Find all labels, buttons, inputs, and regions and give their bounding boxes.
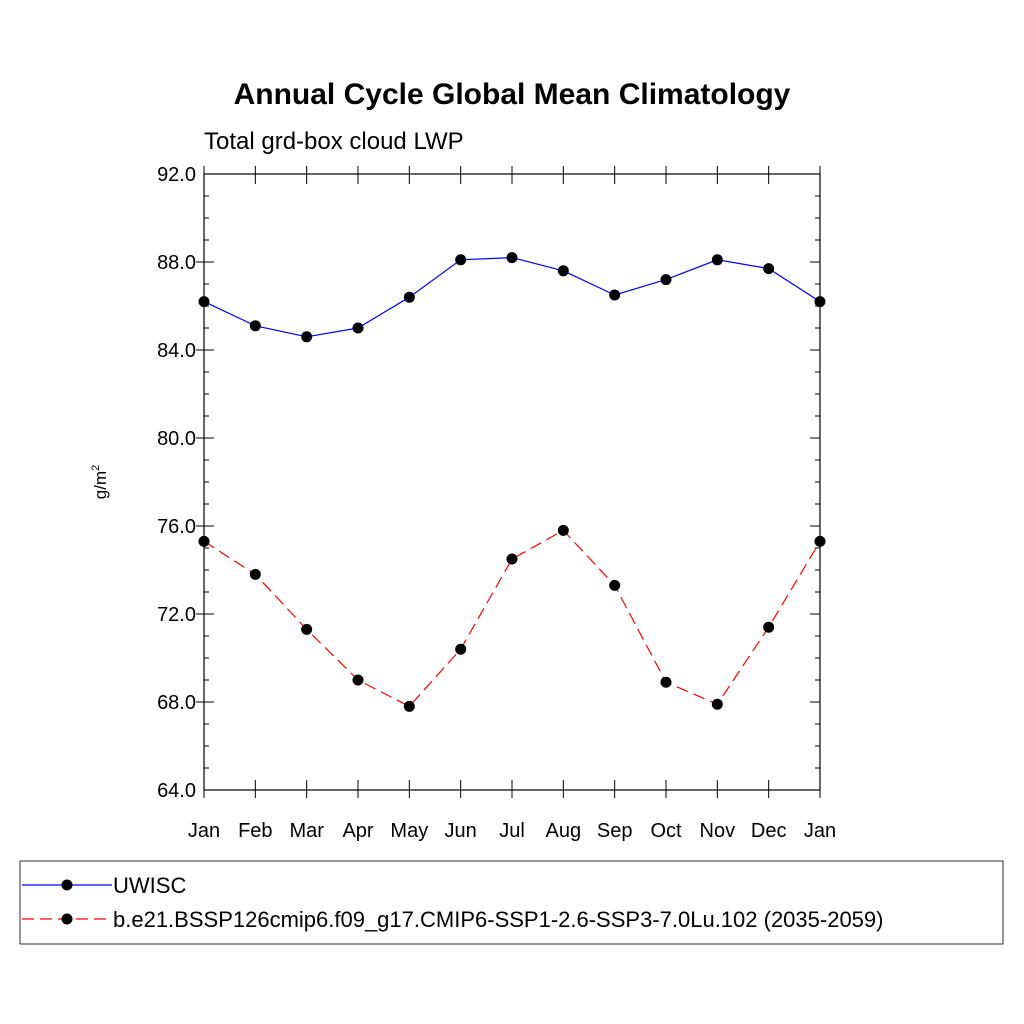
- legend-label-1: UWISC: [113, 873, 186, 898]
- series-2-point: [352, 674, 364, 686]
- x-tick-label: Feb: [238, 820, 272, 842]
- series-1-point: [403, 291, 415, 303]
- x-tick-label: May: [390, 820, 428, 842]
- x-tick-label: Sep: [597, 820, 633, 842]
- y-axis-label-superscript: 2: [90, 465, 102, 471]
- series-2-point: [249, 568, 261, 580]
- x-tick-label: Mar: [289, 820, 324, 842]
- series-1-point: [301, 331, 313, 343]
- series-1-point: [711, 254, 723, 266]
- x-tick-label: Jan: [804, 820, 836, 842]
- legend-box: [19, 860, 1004, 945]
- series-2-point: [711, 698, 723, 710]
- series-1-point: [352, 322, 364, 334]
- y-tick-label: 64.0: [157, 780, 196, 802]
- chart-title: Annual Cycle Global Mean Climatology: [234, 78, 791, 111]
- y-tick-label: 92.0: [157, 164, 196, 186]
- series-1-point: [249, 320, 261, 332]
- series-2-point: [660, 676, 672, 688]
- series-2-point: [763, 621, 775, 633]
- series-2-point: [403, 700, 415, 712]
- x-tick-label: Aug: [546, 820, 582, 842]
- x-tick-label: Apr: [342, 820, 373, 842]
- legend-marker-1: [61, 879, 73, 891]
- y-tick-label: 68.0: [157, 692, 196, 714]
- series-1-point: [660, 274, 672, 286]
- series-2-point: [609, 579, 621, 591]
- legend-label-2: b.e21.BSSP126cmip6.f09_g17.CMIP6-SSP1-2.…: [113, 907, 883, 932]
- x-tick-label: Dec: [751, 820, 787, 842]
- series-2-point: [198, 535, 210, 547]
- legend-marker-2: [61, 913, 73, 925]
- y-tick-label: 80.0: [157, 428, 196, 450]
- series-1-point: [763, 263, 775, 275]
- series-layer: [198, 252, 826, 712]
- y-tick-label: 84.0: [157, 340, 196, 362]
- series-1-point: [455, 254, 467, 266]
- y-tick-label: 76.0: [157, 516, 196, 538]
- y-tick-label: 72.0: [157, 604, 196, 626]
- series-2-point: [506, 553, 518, 565]
- x-tick-label: Jul: [499, 820, 525, 842]
- x-tick-label: Jan: [188, 820, 220, 842]
- axes: 64.0 68.0 72.0 76.0 80.0 84.0 88.0 92.0 Jan Feb Ma…: [157, 164, 836, 842]
- series-1-point: [557, 265, 569, 277]
- y-axis-label: g/m2: [90, 465, 110, 499]
- series-1-point: [609, 289, 621, 301]
- y-axis-label-base: g/m: [91, 471, 110, 499]
- y-tick-label: 88.0: [157, 252, 196, 274]
- legend: UWISC b.e21.BSSP126cmip6.f09_g17.CMIP6-SS…: [19, 860, 1004, 945]
- series-2-point: [301, 623, 313, 635]
- x-tick-label: Jun: [445, 820, 477, 842]
- x-tick-label: Oct: [650, 820, 682, 842]
- chart-subtitle: Total grd-box cloud LWP: [204, 128, 464, 155]
- series-2-point: [557, 524, 569, 536]
- plot-frame: [203, 173, 821, 791]
- x-tick-label: Nov: [700, 820, 736, 842]
- series-1-point: [198, 296, 210, 308]
- series-line-1: [203, 256, 821, 338]
- series-1-point: [506, 252, 518, 264]
- series-2-point: [455, 643, 467, 655]
- series-1-point: [814, 296, 826, 308]
- series-2-point: [814, 535, 826, 547]
